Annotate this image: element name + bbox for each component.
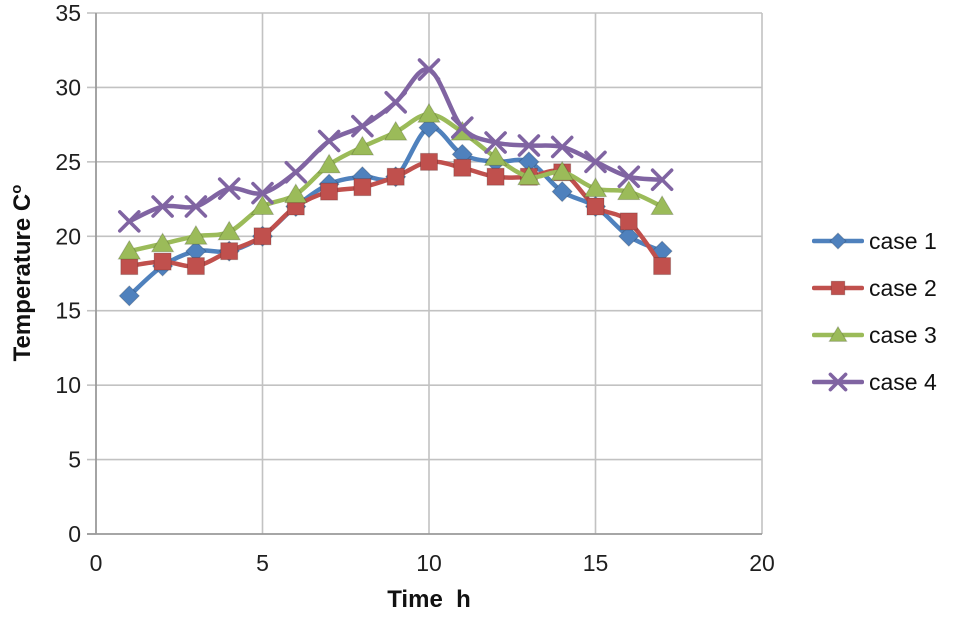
y-tick-label-20: 20	[55, 223, 81, 249]
marker-triangle-case-3	[250, 195, 275, 216]
marker-x-case-4	[151, 195, 174, 218]
marker-triangle-case-3	[583, 177, 608, 198]
marker-x-case-4	[284, 160, 308, 184]
marker-x-case-4	[417, 58, 441, 81]
y-tick-label-5: 5	[68, 447, 81, 473]
marker-diamond-case-1	[418, 116, 440, 139]
legend-marker-case-4-x-icon	[811, 370, 865, 394]
y-tick-label-30: 30	[55, 74, 81, 100]
legend-item-case-2: case 2	[811, 271, 937, 305]
marker-square-case-2	[120, 257, 139, 276]
legend-swatch-svg	[811, 372, 865, 392]
y-axis-title-superscript: o	[9, 184, 25, 194]
marker-diamond-case-1	[551, 180, 573, 203]
legend-swatch-svg	[811, 232, 865, 250]
legend-marker-case-1-diamond-icon	[811, 229, 865, 253]
legend-square-icon	[830, 280, 846, 296]
marker-x-case-4	[118, 210, 141, 233]
marker-diamond-case-1	[118, 285, 141, 307]
legend-item-case-4: case 4	[811, 365, 937, 399]
marker-square-case-2	[320, 182, 339, 201]
y-tick-label-15: 15	[55, 298, 81, 324]
marker-triangle-case-3	[550, 160, 575, 181]
marker-square-case-2	[453, 158, 472, 177]
marker-triangle-case-3	[283, 183, 308, 204]
marker-x-case-4	[384, 91, 407, 114]
marker-square-case-2	[153, 252, 172, 271]
marker-triangle-case-3	[650, 195, 674, 216]
x-tick-label-0: 0	[90, 550, 103, 576]
marker-square-case-2	[353, 178, 372, 197]
y-tick-label-10: 10	[55, 372, 81, 398]
marker-x-case-4	[550, 135, 574, 159]
legend-item-case-1: case 1	[811, 224, 937, 258]
marker-square-case-2	[653, 257, 672, 276]
y-axis-title: Temperature Co	[9, 138, 41, 408]
marker-triangle-case-3	[417, 102, 441, 123]
legend-x-icon	[828, 372, 848, 392]
marker-x-case-4	[217, 177, 241, 200]
marker-triangle-case-3	[483, 145, 508, 166]
marker-triangle-case-3	[150, 232, 175, 253]
marker-square-case-2	[420, 152, 438, 171]
y-axis-title-text: Temperature C	[9, 193, 36, 362]
legend-label-case-3: case 3	[869, 321, 937, 348]
legend-label-case-2: case 2	[869, 274, 937, 301]
marker-x-case-4	[650, 168, 674, 192]
marker-triangle-case-3	[350, 135, 375, 156]
marker-x-case-4	[517, 134, 541, 157]
legend-label-case-1: case 1	[869, 227, 937, 254]
y-tick-label-25: 25	[55, 149, 81, 175]
series-line-case-1	[127, 125, 665, 299]
marker-x-case-4	[251, 181, 274, 205]
marker-triangle-case-3	[383, 120, 408, 141]
marker-x-case-4	[317, 129, 341, 153]
marker-triangle-case-3	[117, 239, 142, 260]
legend-marker-case-3-triangle-icon	[811, 323, 865, 347]
x-tick-label-5: 5	[256, 550, 269, 576]
legend-swatch-svg	[811, 325, 865, 342]
marker-square-case-2	[253, 227, 272, 246]
marker-square-case-2	[186, 257, 205, 276]
legend-diamond-icon	[829, 232, 847, 250]
marker-diamond-case-1	[618, 225, 640, 247]
marker-triangle-case-3	[616, 180, 641, 201]
marker-x-case-4	[451, 116, 474, 139]
legend-item-case-3: case 3	[811, 318, 937, 352]
y-tick-label-35: 35	[55, 0, 81, 26]
x-tick-label-20: 20	[749, 550, 775, 576]
marker-triangle-case-3	[317, 153, 341, 174]
marker-x-case-4	[351, 114, 374, 138]
marker-triangle-case-3	[217, 220, 242, 241]
marker-square-case-2	[220, 242, 239, 261]
marker-square-case-2	[486, 167, 505, 186]
legend-swatch-svg	[811, 280, 865, 296]
marker-x-case-4	[184, 195, 208, 218]
marker-x-case-4	[617, 165, 641, 189]
legend-triangle-icon	[828, 325, 848, 342]
x-tick-label-15: 15	[583, 550, 609, 576]
marker-square-case-2	[619, 212, 638, 231]
legend-label-case-4: case 4	[869, 368, 937, 395]
x-axis-title: Time h	[387, 586, 471, 613]
marker-square-case-2	[386, 167, 405, 186]
legend-marker-case-2-square-icon	[811, 276, 865, 300]
marker-triangle-case-3	[517, 165, 541, 186]
marker-x-case-4	[484, 131, 507, 154]
x-tick-label-10: 10	[416, 550, 442, 576]
marker-triangle-case-3	[184, 224, 208, 245]
y-tick-label-0: 0	[68, 521, 81, 547]
legend: case 1 case 2 case 3 case 4	[811, 224, 937, 399]
marker-x-case-4	[584, 150, 607, 174]
marker-square-case-2	[586, 197, 605, 216]
